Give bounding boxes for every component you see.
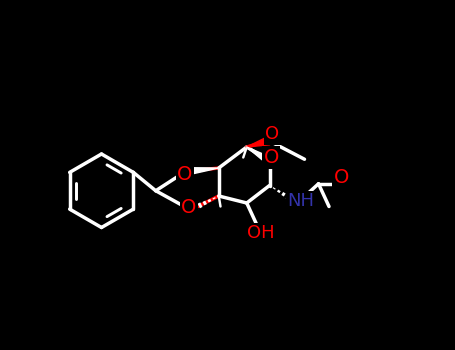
- Text: O: O: [177, 165, 192, 184]
- Polygon shape: [247, 147, 272, 164]
- Polygon shape: [247, 136, 270, 147]
- Text: NH: NH: [288, 192, 314, 210]
- Text: O: O: [265, 125, 279, 144]
- Text: O: O: [181, 198, 197, 217]
- Polygon shape: [185, 168, 219, 175]
- Text: O: O: [263, 148, 279, 167]
- Text: O: O: [334, 168, 349, 187]
- Text: OH: OH: [247, 224, 274, 243]
